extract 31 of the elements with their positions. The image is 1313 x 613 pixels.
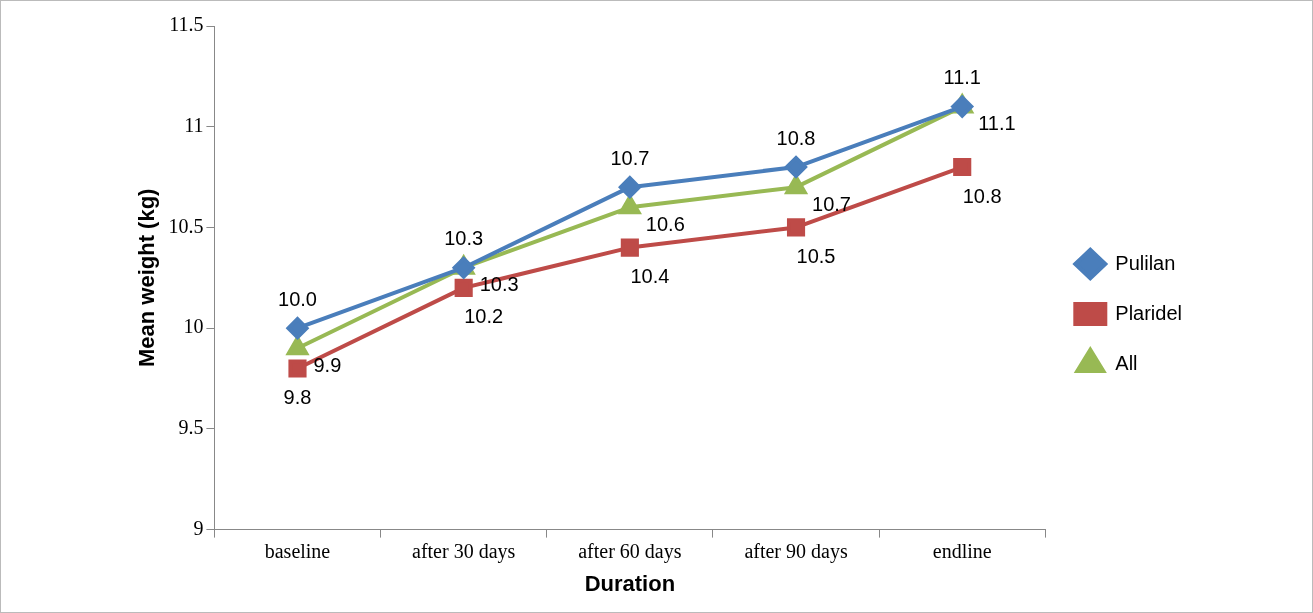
data-label: 10.8: [962, 184, 1002, 207]
legend-label: All: [1115, 351, 1138, 374]
y-tick-label: 10: [183, 315, 204, 338]
y-tick-label: 11: [184, 113, 204, 136]
data-label: 10.3: [479, 273, 519, 296]
data-label: 10.0: [278, 287, 317, 310]
data-label: 10.5: [796, 244, 836, 267]
y-axis-title: Mean weight (kg): [134, 188, 160, 368]
y-tick-label: 9: [193, 516, 204, 539]
data-label: 10.6: [645, 212, 685, 235]
data-label: 9.9: [313, 353, 342, 376]
x-tick-label: baseline: [264, 539, 331, 562]
legend-label: Plaridel: [1115, 301, 1182, 324]
data-label: 11.1: [943, 66, 981, 89]
x-axis-title: Duration: [584, 570, 676, 596]
data-label: 9.8: [283, 385, 312, 408]
data-label: 10.7: [812, 192, 851, 215]
y-tick-label: 10.5: [168, 214, 204, 237]
data-label: 10.4: [630, 265, 670, 288]
x-tick-label: endline: [932, 539, 992, 562]
data-label: 10.7: [610, 146, 650, 169]
data-label: 11.1: [978, 112, 1016, 135]
legend-label: Pulilan: [1115, 251, 1176, 274]
data-label: 10.2: [464, 305, 504, 328]
y-tick-label: 9.5: [178, 416, 204, 439]
x-tick-label: after 60 days: [578, 539, 682, 563]
x-tick-label: after 30 days: [412, 539, 516, 563]
y-tick-label: 11.5: [169, 13, 204, 36]
x-tick-label: after 90 days: [744, 539, 848, 563]
data-label: 10.8: [776, 126, 816, 149]
data-label: 10.3: [444, 227, 484, 250]
